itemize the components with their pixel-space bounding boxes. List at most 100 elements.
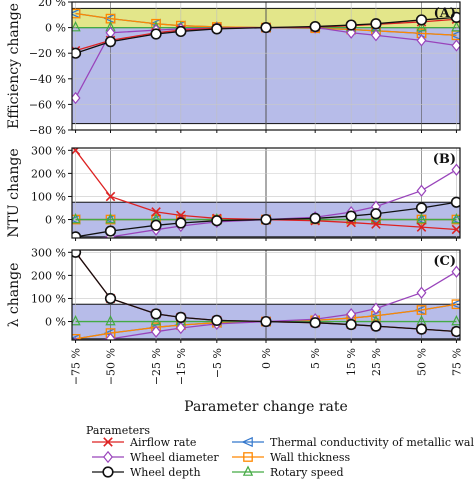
data-point-thickness bbox=[72, 333, 81, 340]
legend-swatch-marker bbox=[242, 465, 254, 476]
data-point-depth bbox=[175, 217, 187, 229]
data-point-diameter bbox=[151, 325, 162, 338]
x-axis-label: Parameter change rate bbox=[184, 399, 348, 415]
panel-label: (B) bbox=[433, 152, 456, 167]
data-point-diameter bbox=[416, 286, 427, 299]
data-point-depth bbox=[370, 320, 382, 332]
y-tick-label: 300 % bbox=[31, 246, 66, 259]
data-point-diameter bbox=[416, 184, 427, 197]
panel-label: (A) bbox=[434, 6, 456, 21]
data-point-diameter bbox=[72, 91, 81, 105]
legend-label: Thermal conductivity of metallic wall bbox=[270, 436, 474, 449]
y-tick-label: 0 % bbox=[45, 316, 66, 329]
series-group bbox=[72, 8, 460, 105]
data-point-depth bbox=[150, 219, 162, 231]
data-point-speed bbox=[105, 212, 116, 224]
data-point-diameter bbox=[370, 302, 381, 315]
y-tick-label: 300 % bbox=[31, 144, 66, 157]
data-point-depth bbox=[104, 225, 117, 237]
data-point-depth bbox=[415, 14, 428, 26]
y-tick-label: −60 % bbox=[29, 98, 66, 111]
panel-label: (C) bbox=[433, 254, 456, 269]
legend-label: Wheel diameter bbox=[130, 451, 219, 464]
data-point-diameter bbox=[451, 163, 460, 176]
data-point-airflow bbox=[105, 191, 116, 202]
y-tick-label: 100 % bbox=[31, 190, 66, 203]
data-point-depth bbox=[309, 212, 321, 224]
data-point-conductivity bbox=[449, 299, 460, 309]
data-point-conductivity bbox=[449, 30, 460, 40]
y-axis-label: NTU change bbox=[6, 148, 22, 237]
panel-c: 0 % 100 % 200 % 300 % λ change (C) bbox=[6, 246, 461, 343]
data-point-depth bbox=[370, 208, 382, 220]
y-tick-label: −20 % bbox=[29, 47, 66, 60]
legend-entry-diameter: Wheel diameter bbox=[92, 450, 219, 464]
legend-swatch-marker bbox=[241, 436, 253, 448]
data-point-speed bbox=[72, 314, 81, 326]
series-group bbox=[72, 250, 460, 340]
data-point-depth bbox=[175, 311, 187, 323]
data-point-depth bbox=[175, 25, 187, 38]
data-point-speed bbox=[451, 212, 460, 224]
data-point-speed bbox=[150, 314, 162, 326]
data-point-thickness bbox=[451, 299, 460, 310]
data-point-depth bbox=[104, 36, 117, 48]
data-point-conductivity bbox=[449, 214, 460, 225]
data-point-airflow bbox=[72, 148, 81, 156]
data-point-depth bbox=[150, 28, 162, 40]
data-point-diameter bbox=[370, 29, 381, 42]
x-tick-label: −15 % bbox=[175, 348, 188, 385]
panel-b: 0 % 100 % 200 % 300 % NTU change (B) bbox=[6, 144, 461, 241]
legend-swatch-marker bbox=[102, 466, 114, 478]
data-point-depth bbox=[450, 11, 460, 23]
data-point-depth bbox=[345, 210, 357, 222]
data-point-speed bbox=[451, 314, 460, 326]
data-point-depth bbox=[211, 23, 223, 35]
legend-entry-airflow: Airflow rate bbox=[92, 436, 196, 449]
y-tick-label: 0 % bbox=[45, 214, 66, 227]
data-point-depth bbox=[260, 213, 272, 226]
legend-swatch-marker bbox=[103, 450, 113, 464]
y-tick-label: −80 % bbox=[29, 124, 66, 137]
data-point-depth bbox=[309, 20, 321, 33]
data-point-depth bbox=[211, 215, 223, 227]
data-point-diameter bbox=[175, 321, 186, 335]
data-point-depth bbox=[260, 315, 272, 328]
y-tick-label: −40 % bbox=[29, 73, 66, 86]
y-tick-label: 200 % bbox=[31, 269, 66, 282]
x-tick-label: −25 % bbox=[150, 348, 163, 385]
series-group bbox=[72, 148, 460, 238]
data-point-depth bbox=[150, 308, 162, 320]
legend-entry-thickness: Wall thickness bbox=[232, 451, 351, 464]
data-point-depth bbox=[345, 318, 357, 331]
data-point-depth bbox=[72, 47, 82, 59]
data-point-speed bbox=[72, 212, 81, 224]
data-point-diameter bbox=[451, 39, 460, 52]
data-point-depth bbox=[415, 323, 428, 335]
data-point-depth bbox=[450, 196, 460, 208]
legend-title: Parameters bbox=[86, 424, 150, 437]
legend-label: Rotary speed bbox=[270, 466, 344, 479]
data-point-speed bbox=[451, 21, 460, 32]
y-tick-label: 200 % bbox=[31, 167, 66, 180]
legend-label: Airflow rate bbox=[129, 436, 196, 449]
y-tick-label: 100 % bbox=[31, 292, 66, 305]
data-point-diameter bbox=[416, 34, 427, 47]
panel-a: −80 % −60 % −40 % −20 % 0 % 20 % Efficiency ch… bbox=[6, 0, 461, 137]
data-point-speed bbox=[416, 21, 427, 32]
data-point-airflow bbox=[371, 219, 381, 229]
data-point-diameter bbox=[451, 265, 460, 278]
data-point-speed bbox=[105, 314, 116, 326]
legend-entry-depth: Wheel depth bbox=[92, 466, 201, 479]
data-point-depth bbox=[450, 325, 460, 338]
y-tick-label: 0 % bbox=[45, 22, 66, 35]
data-point-depth bbox=[345, 19, 357, 31]
data-point-speed bbox=[72, 21, 81, 32]
legend-swatch-marker bbox=[243, 452, 253, 462]
data-point-depth bbox=[309, 317, 321, 329]
x-tick-label: 15 % bbox=[345, 348, 358, 376]
data-point-depth bbox=[72, 231, 82, 238]
data-point-diameter bbox=[105, 332, 116, 340]
